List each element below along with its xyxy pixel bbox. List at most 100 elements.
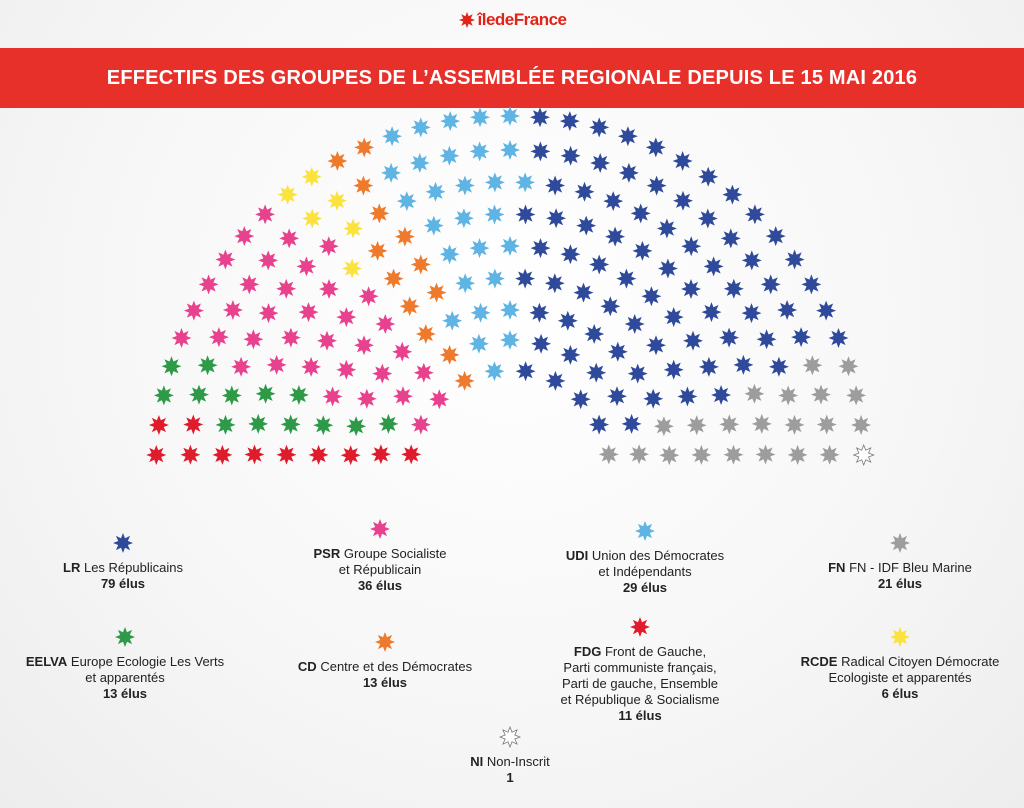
seat-lr (646, 335, 666, 356)
seat-cd (410, 254, 431, 275)
seat-eelva (313, 415, 334, 436)
legend-item-ni: NI Non-Inscrit 1 (430, 726, 590, 786)
legend-abbr: LR (63, 560, 81, 575)
seat-fn (851, 415, 872, 435)
seat-udi (500, 106, 520, 126)
seat-udi (439, 145, 460, 166)
seat-lr (791, 327, 812, 348)
legend-abbr: EELVA (25, 654, 68, 669)
legend-name: Les Républicains (83, 560, 183, 575)
seat-psr (322, 386, 343, 407)
legend-count: 13 élus (362, 675, 408, 690)
seat-lr (544, 273, 565, 294)
seat-udi (500, 140, 520, 160)
seat-lr (531, 333, 552, 354)
seat-fdg (183, 414, 204, 435)
seat-psr (243, 329, 264, 350)
seat-fdg (212, 444, 233, 465)
seat-lr (722, 184, 743, 205)
seat-lr (573, 282, 594, 303)
seat-psr (279, 228, 300, 249)
legend-name: Union des Démocrates et Indépendants (591, 548, 725, 579)
legend-name: Non-Inscrit (486, 754, 550, 769)
seat-udi (440, 111, 461, 132)
seat-fn (819, 444, 840, 465)
seat-lr (586, 362, 607, 383)
seat-lr (741, 250, 762, 271)
logo-star-icon (458, 11, 475, 29)
seat-fn (751, 413, 772, 434)
rcde-star-icon (890, 627, 910, 647)
seat-psr (208, 327, 229, 348)
legend-name: Groupe Socialiste et Républicain (338, 546, 447, 577)
seat-lr (645, 137, 666, 158)
seat-lr (723, 278, 744, 299)
fdg-star-icon (630, 617, 650, 637)
legend-name: Centre et des Démocrates (320, 659, 473, 674)
seat-lr (624, 314, 645, 334)
seat-lr (698, 166, 719, 187)
seat-lr (574, 181, 595, 202)
seat-lr (515, 268, 536, 289)
legend-item-fn: FN FN - IDF Bleu Marine 21 élus (800, 532, 1000, 592)
seat-eelva (161, 356, 182, 377)
title-banner: EFFECTIFS DES GROUPES DE L’ASSEMBLÉE REG… (0, 48, 1024, 108)
seat-lr (600, 296, 621, 317)
seat-lr (681, 279, 701, 299)
seat-cd (327, 151, 348, 171)
seat-lr (697, 208, 718, 229)
legend-name: Front de Gauche, Parti communiste frança… (560, 644, 720, 707)
seat-fdg (148, 415, 169, 435)
seat-eelva (197, 355, 218, 376)
seat-udi (382, 126, 403, 147)
seat-lr (646, 175, 667, 196)
seat-psr (393, 386, 413, 407)
seat-psr (198, 274, 219, 295)
seat-fdg (401, 444, 422, 465)
seat-fdg (146, 445, 167, 465)
seat-fdg (370, 444, 391, 465)
seat-fn (802, 355, 823, 376)
seat-psr (319, 279, 339, 299)
seat-cd (415, 324, 436, 344)
seat-cd (426, 282, 447, 303)
seat-lr (677, 386, 698, 407)
seat-lr (741, 303, 762, 324)
seat-psr (375, 314, 396, 334)
seat-psr (429, 389, 450, 410)
legend-item-eelva: EELVA Europe Ecologie Les Verts et appar… (10, 626, 240, 702)
seat-lr (621, 413, 642, 434)
seat-lr (560, 145, 581, 166)
seat-lr (711, 385, 732, 405)
seat-udi (469, 141, 490, 162)
seat-psr (354, 335, 374, 356)
seat-fn (744, 383, 765, 404)
seat-lr (545, 370, 566, 391)
seat-psr (215, 249, 236, 270)
seat-psr (183, 300, 204, 321)
legend-name: Europe Ecologie Les Verts et apparentés (70, 654, 225, 685)
seat-cd (454, 370, 475, 391)
seat-lr (656, 218, 677, 239)
seat-lr (663, 307, 684, 328)
seat-udi (409, 153, 430, 173)
seat-psr (231, 356, 252, 377)
seat-psr (413, 362, 434, 383)
seat-eelva (378, 413, 399, 434)
seat-psr (336, 307, 357, 328)
seat-lr (627, 363, 648, 384)
seat-udi (396, 191, 417, 212)
seat-psr (258, 250, 279, 271)
seat-fn (659, 445, 680, 466)
seat-udi (455, 273, 476, 294)
seat-rcde (277, 184, 298, 205)
seat-psr (276, 278, 297, 299)
seat-psr (255, 204, 276, 225)
seat-eelva (153, 385, 174, 406)
seat-udi (515, 172, 536, 193)
seat-fn (755, 444, 776, 465)
lr-star-icon (113, 533, 133, 553)
seat-lr (515, 204, 536, 225)
seat-fn (784, 414, 805, 435)
seat-rcde (342, 258, 363, 279)
